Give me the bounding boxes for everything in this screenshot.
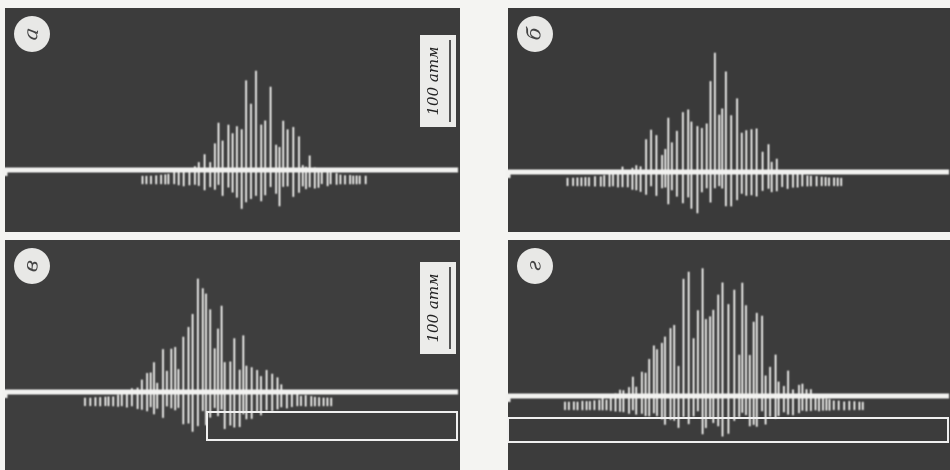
panel-bg (5, 240, 460, 470)
scale-label: 100 атм (424, 46, 442, 115)
panel-bg (508, 8, 950, 232)
oscillogram-figure: а б в г 100 атм 100 атм (0, 0, 950, 470)
scale-label: 100 атм (424, 273, 442, 342)
page: а б в г 100 атм 100 атм (() => { const d… (0, 0, 950, 470)
panel-bg (5, 8, 460, 232)
